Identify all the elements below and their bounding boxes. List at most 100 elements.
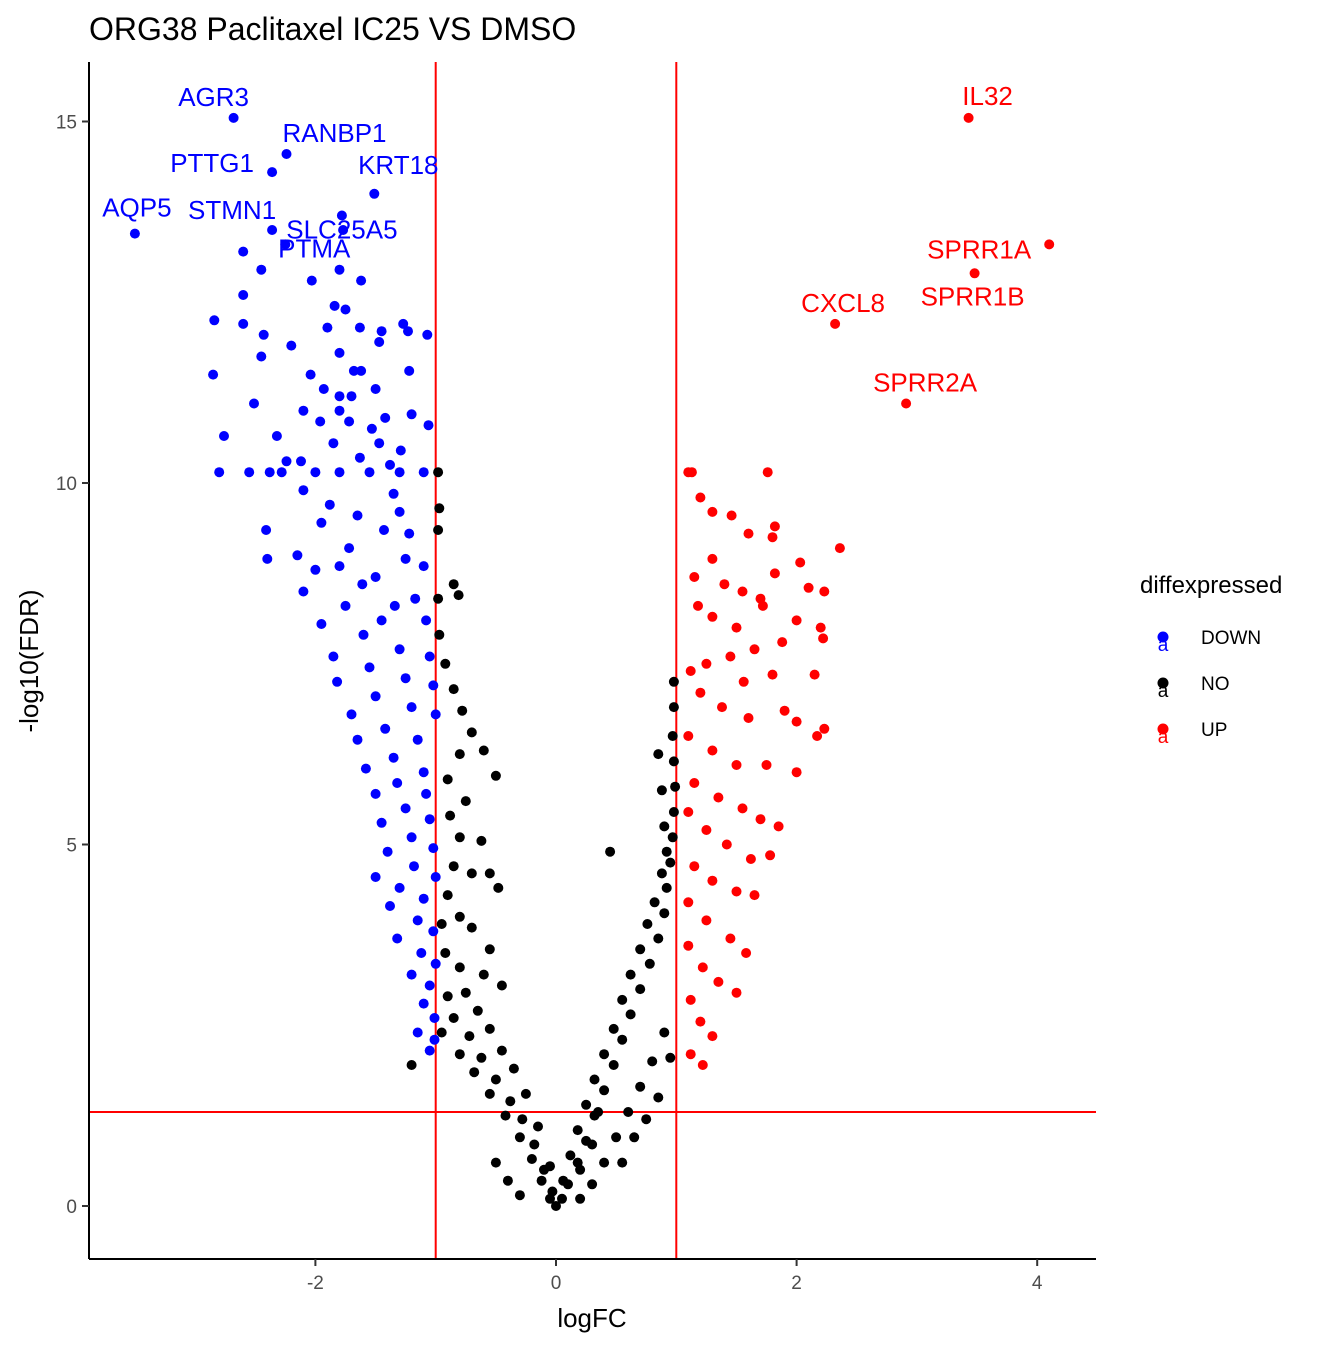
- data-point: [689, 778, 700, 788]
- legend-key-glyph: a: [1158, 681, 1169, 702]
- gene-label: AGR3: [178, 82, 249, 112]
- data-point: [815, 622, 826, 633]
- data-point: [791, 716, 802, 727]
- data-point: [433, 525, 444, 535]
- data-point: [737, 586, 748, 597]
- data-point: [575, 1193, 586, 1204]
- data-point: [418, 767, 429, 778]
- data-point: [834, 543, 845, 554]
- data-point: [526, 1154, 537, 1164]
- data-point: [484, 944, 495, 955]
- data-point: [599, 1157, 610, 1168]
- data-point: [818, 633, 829, 644]
- data-point: [653, 749, 664, 760]
- data-point: [422, 329, 433, 340]
- data-point: [418, 467, 429, 478]
- data-point: [635, 944, 646, 955]
- data-point: [484, 1023, 495, 1034]
- data-point: [448, 684, 459, 695]
- data-point: [599, 1085, 610, 1096]
- data-point: [442, 991, 453, 1002]
- data-point: [129, 228, 140, 239]
- data-point: [388, 488, 399, 499]
- data-point: [667, 731, 678, 741]
- gene-label: KRT18: [358, 150, 438, 180]
- data-point: [653, 1092, 664, 1103]
- legend-entry-no: a NO: [1157, 674, 1230, 702]
- data-point: [296, 456, 306, 467]
- data-point: [424, 1045, 435, 1056]
- data-point: [713, 976, 724, 987]
- y-tick-label: 5: [66, 836, 77, 857]
- data-point: [209, 315, 220, 326]
- data-point: [430, 709, 441, 720]
- data-point: [370, 788, 381, 799]
- data-point: [472, 1005, 483, 1016]
- data-point: [238, 290, 249, 300]
- data-point: [406, 409, 417, 420]
- gene-label: CXCL8: [801, 288, 885, 318]
- data-point: [412, 915, 423, 926]
- data-point: [819, 723, 830, 734]
- data-point: [611, 1132, 622, 1143]
- data-point: [370, 384, 381, 394]
- data-point: [418, 998, 429, 1009]
- data-point: [773, 821, 784, 832]
- legend-key-glyph: a: [1158, 727, 1169, 748]
- data-point: [310, 467, 321, 478]
- data-point: [685, 994, 696, 1005]
- data-point: [374, 438, 385, 449]
- gene-label: PTMA: [278, 233, 351, 263]
- data-point: [460, 796, 471, 807]
- data-point: [536, 1175, 547, 1186]
- data-point: [416, 948, 427, 958]
- data-point: [670, 781, 681, 792]
- data-point: [683, 940, 694, 951]
- data-point: [406, 702, 417, 713]
- data-point: [356, 365, 367, 376]
- data-point: [707, 506, 718, 517]
- data-point: [292, 550, 303, 561]
- data-point: [380, 412, 391, 423]
- data-point: [429, 1013, 440, 1023]
- data-point: [969, 268, 980, 279]
- data-point: [697, 1060, 708, 1070]
- data-point: [668, 676, 679, 687]
- data-point: [346, 709, 357, 720]
- data-point: [298, 405, 309, 416]
- data-point: [490, 770, 501, 781]
- data-point: [649, 897, 660, 908]
- data-point: [392, 778, 403, 788]
- data-point: [757, 600, 768, 611]
- data-point: [589, 1074, 600, 1085]
- data-point: [661, 882, 672, 893]
- data-point: [707, 553, 718, 564]
- data-point: [298, 586, 309, 597]
- data-point: [502, 1175, 513, 1186]
- gene-label: SLC25A5: [286, 215, 397, 245]
- data-point: [514, 1132, 525, 1143]
- gene-label: STMN1: [188, 195, 276, 225]
- data-point: [423, 420, 434, 431]
- legend-label: UP: [1201, 720, 1227, 741]
- data-point: [433, 593, 444, 604]
- data-point: [400, 553, 411, 564]
- data-point: [442, 890, 453, 901]
- data-point: [332, 676, 343, 687]
- data-point: [376, 326, 387, 337]
- data-point: [617, 994, 628, 1005]
- data-point: [228, 112, 239, 123]
- data-point: [743, 713, 754, 723]
- data-point: [418, 893, 429, 904]
- data-point: [389, 600, 400, 611]
- data-point: [731, 987, 742, 998]
- data-point: [453, 590, 464, 601]
- data-point: [366, 423, 377, 434]
- data-point: [412, 734, 423, 745]
- data-point: [376, 817, 387, 828]
- data-point: [647, 1056, 658, 1067]
- data-point: [777, 637, 788, 648]
- data-point: [803, 582, 814, 593]
- data-point: [701, 915, 712, 926]
